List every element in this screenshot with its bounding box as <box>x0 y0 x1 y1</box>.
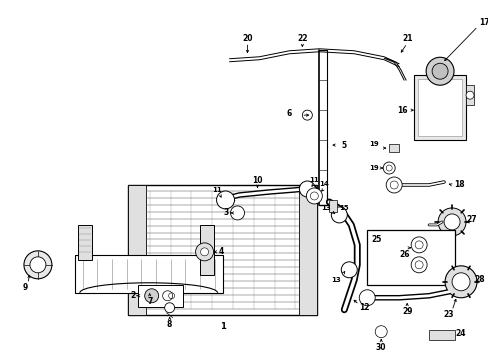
Text: 28: 28 <box>474 275 484 284</box>
Text: 2: 2 <box>130 291 135 300</box>
Circle shape <box>195 243 213 261</box>
Bar <box>366 230 454 285</box>
Circle shape <box>163 291 172 301</box>
Text: 9: 9 <box>22 283 27 292</box>
Bar <box>428 330 454 340</box>
Text: 7: 7 <box>147 297 152 306</box>
Text: 26: 26 <box>398 250 408 259</box>
Text: 22: 22 <box>297 34 307 43</box>
Bar <box>328 200 337 212</box>
Circle shape <box>431 63 447 79</box>
Text: 24: 24 <box>455 329 466 338</box>
Text: 5: 5 <box>341 140 346 149</box>
Circle shape <box>359 290 374 306</box>
Circle shape <box>425 57 453 85</box>
Circle shape <box>30 257 46 273</box>
Circle shape <box>306 188 322 204</box>
Bar <box>417 79 461 136</box>
Text: 21: 21 <box>401 34 411 43</box>
Circle shape <box>386 177 401 193</box>
Text: 17: 17 <box>478 18 488 27</box>
Text: 18: 18 <box>453 180 464 189</box>
Text: 11: 11 <box>212 187 222 193</box>
Text: 4: 4 <box>219 247 224 256</box>
Text: 25: 25 <box>370 235 381 244</box>
Text: 30: 30 <box>375 343 386 352</box>
Text: 10: 10 <box>252 176 262 185</box>
Text: 23: 23 <box>443 310 453 319</box>
Bar <box>413 75 465 140</box>
Circle shape <box>383 162 394 174</box>
Circle shape <box>24 251 52 279</box>
Circle shape <box>299 181 315 197</box>
Text: 8: 8 <box>166 320 172 329</box>
Bar <box>138 285 182 307</box>
Text: 11: 11 <box>309 177 319 183</box>
Text: 20: 20 <box>242 34 252 43</box>
Text: 16: 16 <box>396 105 407 114</box>
Bar <box>388 144 398 152</box>
Bar <box>127 185 145 315</box>
Text: 13: 13 <box>321 205 330 211</box>
Circle shape <box>331 207 346 223</box>
Text: 1: 1 <box>219 322 225 331</box>
Bar <box>465 85 473 105</box>
Text: 29: 29 <box>401 307 411 316</box>
Text: 12: 12 <box>358 303 369 312</box>
Circle shape <box>216 191 234 209</box>
Bar <box>78 225 92 260</box>
Circle shape <box>410 257 426 273</box>
Circle shape <box>144 289 158 303</box>
Circle shape <box>437 208 465 236</box>
Text: 6: 6 <box>286 109 291 118</box>
Text: 19: 19 <box>368 141 378 147</box>
Circle shape <box>443 214 459 230</box>
Circle shape <box>230 206 244 220</box>
Bar <box>127 185 317 315</box>
Text: 14: 14 <box>319 181 328 187</box>
Circle shape <box>451 273 469 291</box>
Circle shape <box>200 248 208 256</box>
Text: 27: 27 <box>466 215 476 224</box>
Circle shape <box>444 266 476 298</box>
Text: 13: 13 <box>331 277 341 283</box>
Text: 3: 3 <box>224 208 229 217</box>
Circle shape <box>374 326 386 338</box>
Circle shape <box>410 237 426 253</box>
Text: 15: 15 <box>339 205 348 211</box>
Bar <box>199 225 213 275</box>
Circle shape <box>164 303 174 313</box>
Bar <box>299 185 317 315</box>
Bar <box>75 255 222 293</box>
Circle shape <box>465 91 473 99</box>
Text: 19: 19 <box>368 165 378 171</box>
Circle shape <box>341 262 357 278</box>
